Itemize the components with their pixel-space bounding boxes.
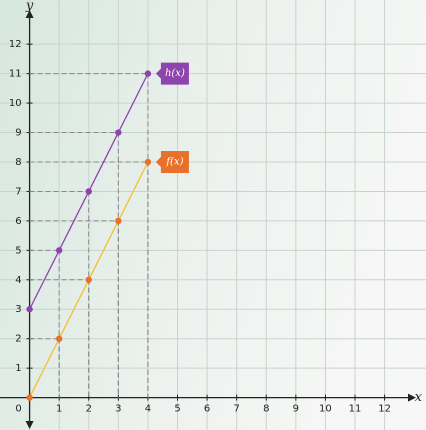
point [55,335,63,342]
x-axis-label: x [415,390,423,405]
x-tick-label: 9 [293,404,299,415]
point [55,247,63,254]
x-tick-label: 7 [233,404,239,415]
y-tick-label: 4 [15,275,21,286]
y-tick-label: 8 [15,157,21,168]
y-arrow-down [25,421,34,429]
point [85,188,92,195]
y-tick-label: 9 [15,128,21,139]
point [115,217,122,225]
y-tick-label: 10 [9,98,22,109]
x-tick-label: 11 [349,404,362,415]
x-tick-label: 0 [15,404,21,415]
point [26,394,33,401]
point [144,158,152,166]
y-tick-label: 12 [9,39,22,50]
x-tick-label: 6 [204,404,210,415]
x-tick-label: 3 [115,404,121,415]
point [115,129,122,136]
y-tick-label: 11 [9,69,22,80]
x-tick-label: 5 [174,404,180,415]
y-axis-label: y [25,0,34,14]
y-tick-label: 7 [15,186,21,197]
x-tick-label: 12 [378,404,391,415]
x-tick-label: 2 [86,404,92,415]
x-tick-label: 8 [263,404,269,415]
point [26,306,33,313]
y-tick-label: 2 [15,334,21,345]
series-tag [155,62,189,85]
x-tick-label: 10 [319,404,332,415]
y-tick-label: 1 [15,363,21,374]
point [85,276,92,283]
series-tag [155,150,189,173]
y-tick-label: 5 [15,245,21,256]
legend-label: h(x) [165,68,185,79]
x-tick-label: 1 [56,404,62,415]
point [144,70,152,77]
x-arrow [408,393,416,402]
y-tick-label: 6 [15,216,21,227]
y-arrow [25,10,34,18]
x-tick-label: 4 [145,404,151,415]
y-tick-label: 3 [15,304,21,315]
legend-label: f(x) [165,156,183,167]
